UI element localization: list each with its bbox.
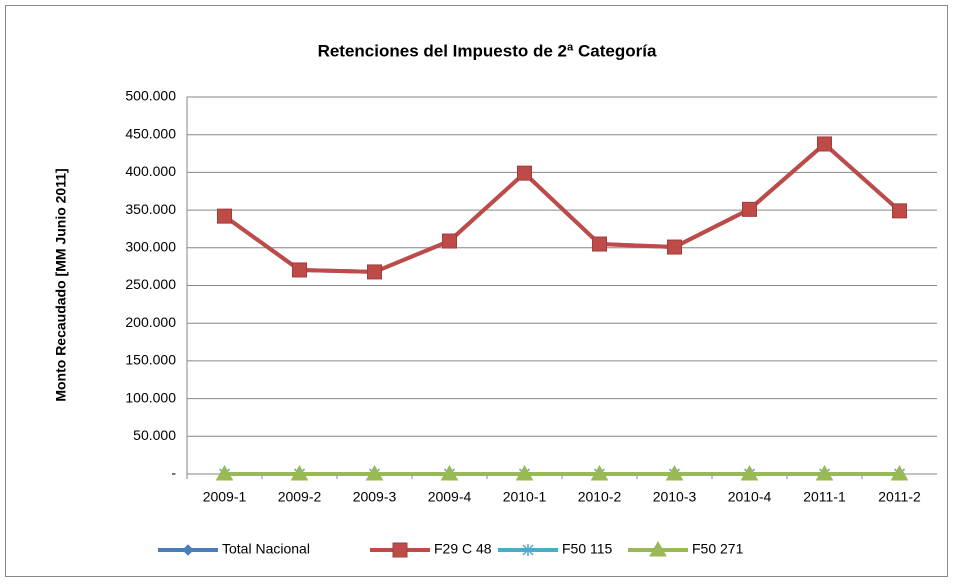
marker <box>517 165 532 181</box>
y-tick-label: 150.000 <box>125 352 176 368</box>
marker <box>290 464 309 481</box>
marker <box>665 464 684 481</box>
marker <box>292 262 307 278</box>
x-tick-label: 2009-1 <box>203 489 247 505</box>
y-tick-label: 50.000 <box>133 427 176 443</box>
y-tick-label: 350.000 <box>125 201 176 217</box>
y-tick-label: - <box>171 465 176 481</box>
marker <box>742 201 757 217</box>
x-tick-label: 2010-3 <box>653 489 697 505</box>
y-tick-label: 400.000 <box>125 163 176 179</box>
marker <box>182 544 194 556</box>
y-tick-label: 250.000 <box>125 276 176 292</box>
marker <box>215 464 234 481</box>
x-tick-label: 2010-2 <box>578 489 622 505</box>
marker <box>592 236 607 252</box>
marker <box>892 203 907 219</box>
chart-border <box>5 5 948 577</box>
marker <box>667 239 682 255</box>
marker <box>442 233 457 249</box>
marker <box>649 540 667 557</box>
marker <box>515 464 534 481</box>
x-tick-label: 2009-2 <box>278 489 322 505</box>
marker <box>817 136 832 152</box>
y-tick-label: 200.000 <box>125 314 176 330</box>
x-tick-label: 2011-2 <box>878 489 921 505</box>
x-tick-label: 2011-1 <box>803 489 846 505</box>
marker <box>890 464 909 481</box>
marker <box>392 542 408 558</box>
legend-label: Total Nacional <box>222 541 310 557</box>
y-axis-label: Monto Recaudado [MM Junio 2011] <box>53 168 69 401</box>
marker <box>365 464 384 481</box>
series-line <box>223 141 901 274</box>
marker <box>590 464 609 481</box>
y-tick-label: 450.000 <box>125 125 176 141</box>
x-tick-label: 2010-1 <box>503 489 547 505</box>
chart-title: Retenciones del Impuesto de 2ª Categoría <box>318 41 657 60</box>
y-tick-label: 100.000 <box>125 389 176 405</box>
x-tick-label: 2009-4 <box>428 489 472 505</box>
marker <box>740 464 759 481</box>
legend-label: F50 115 <box>562 541 613 557</box>
y-tick-label: 500.000 <box>125 88 176 104</box>
x-tick-label: 2010-4 <box>728 489 772 505</box>
marker <box>367 264 382 280</box>
y-tick-label: 300.000 <box>125 239 176 255</box>
marker <box>522 544 534 556</box>
x-tick-label: 2009-3 <box>353 489 397 505</box>
marker <box>815 464 834 481</box>
legend-label: F29 C 48 <box>434 541 492 557</box>
legend-label: F50 271 <box>692 541 744 557</box>
marker <box>217 208 232 224</box>
marker <box>440 464 459 481</box>
